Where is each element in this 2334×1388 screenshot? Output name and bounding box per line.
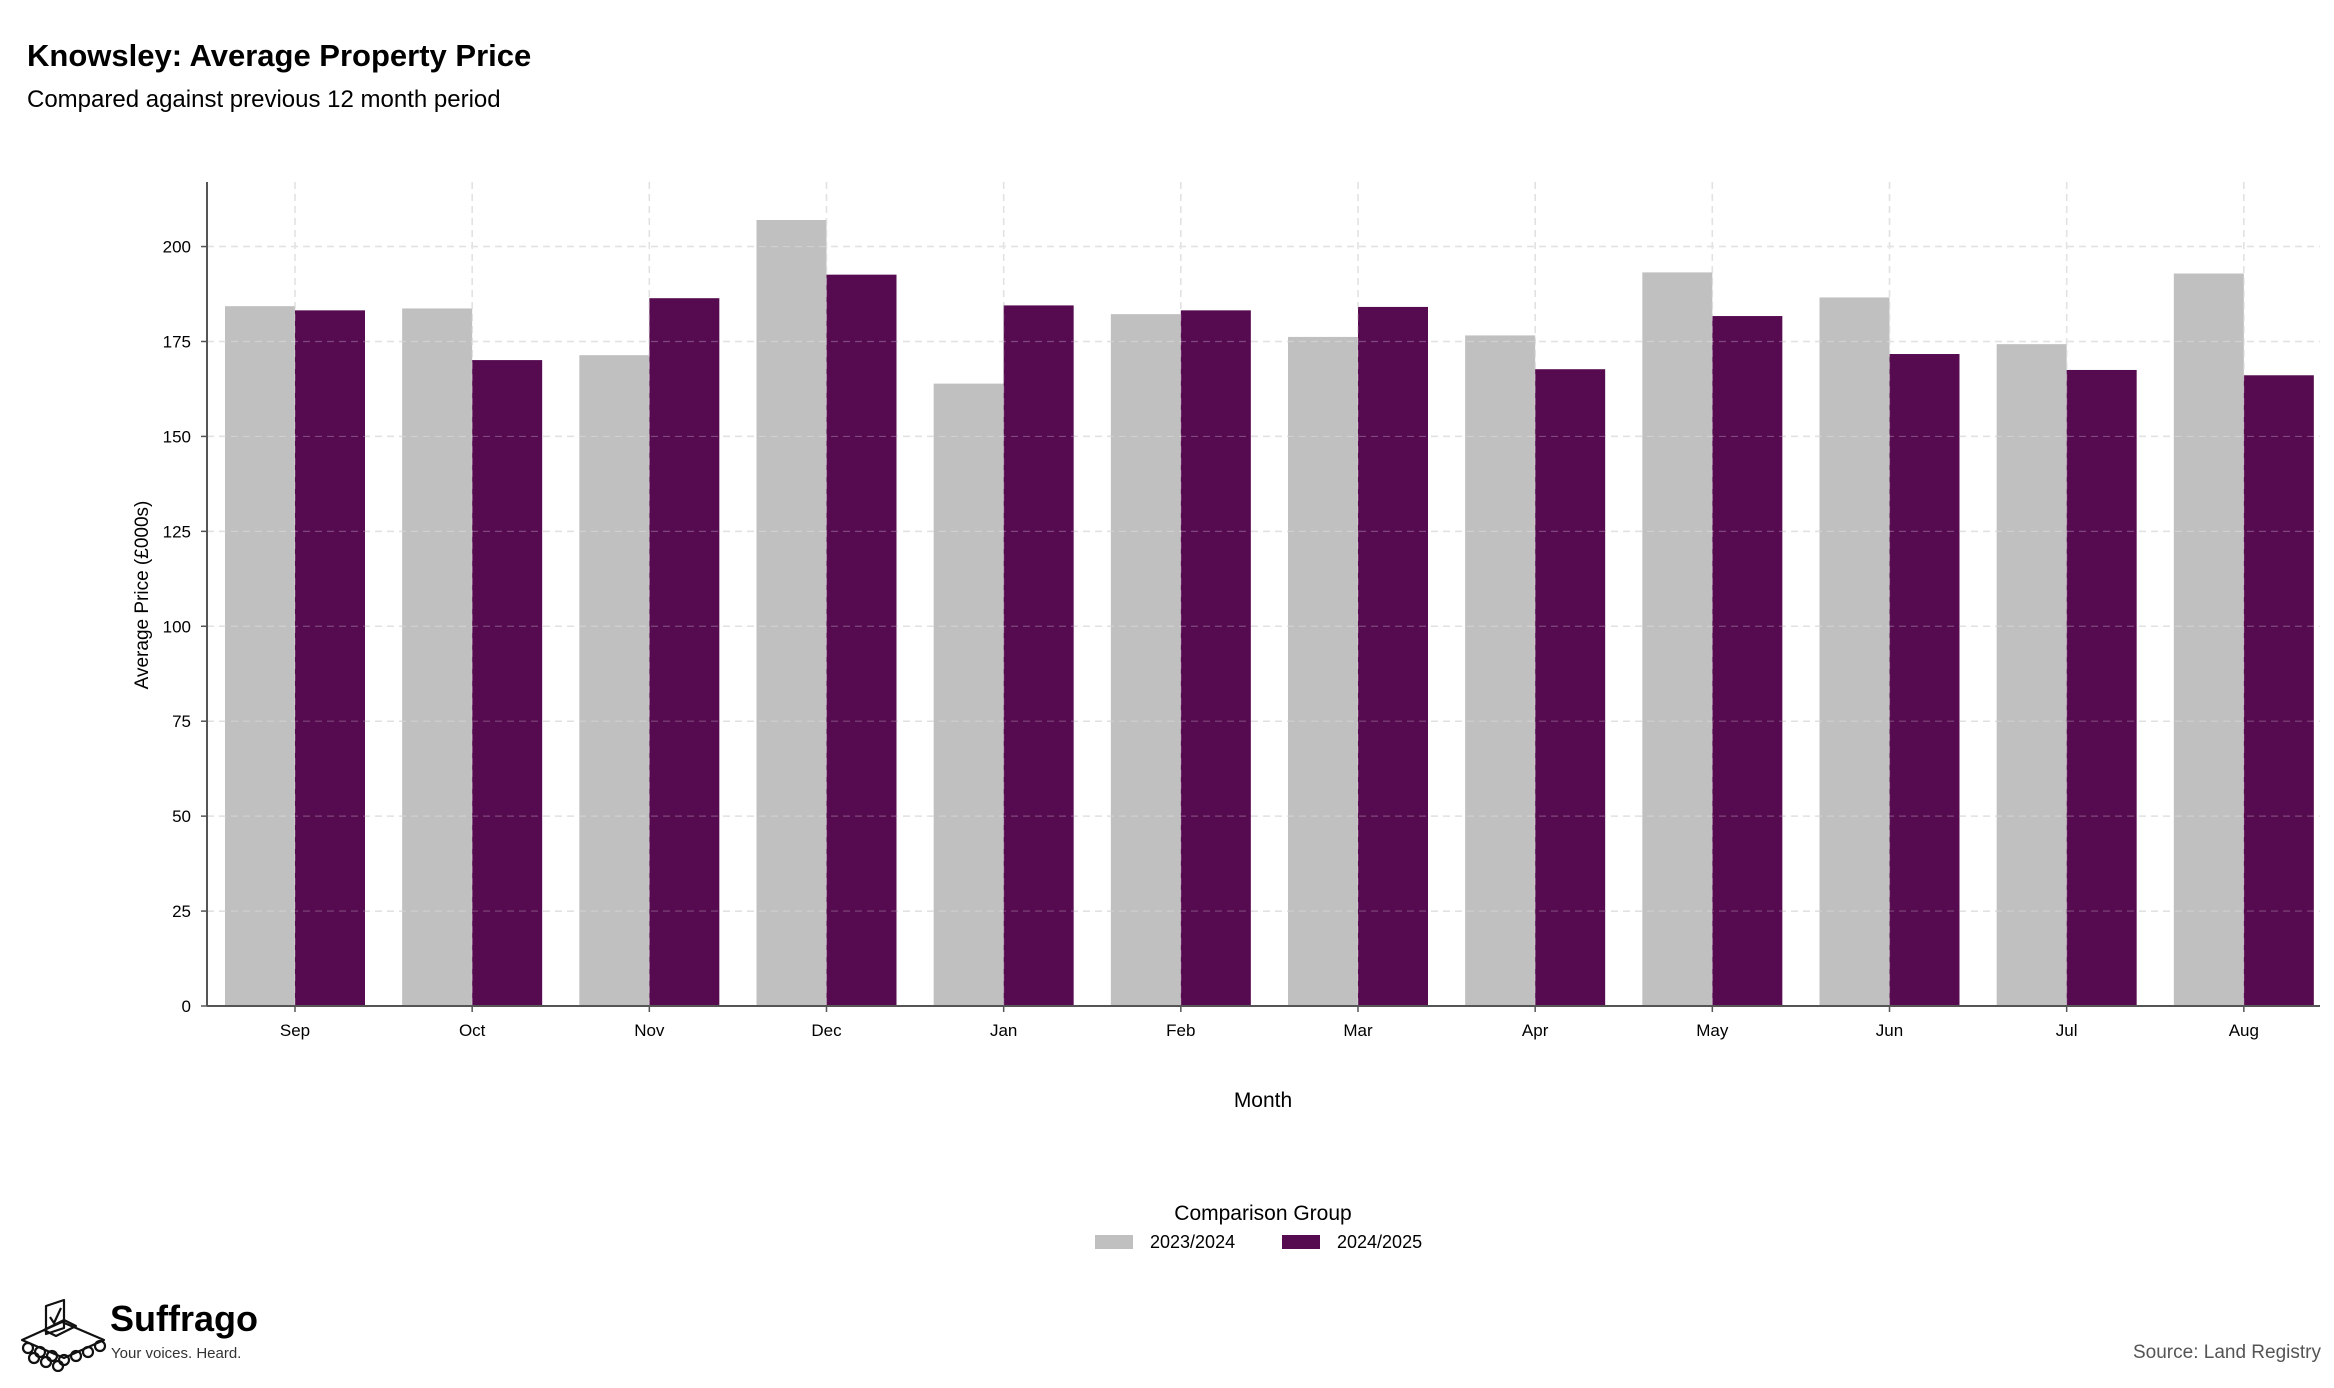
- bar-2024-2025-mar: [1358, 306, 1428, 1006]
- y-tick-label: 75: [172, 712, 191, 731]
- x-tick-label: Jan: [990, 1021, 1017, 1040]
- legend-swatch: [1282, 1235, 1320, 1249]
- x-tick-label: Apr: [1522, 1021, 1549, 1040]
- source-note: Source: Land Registry: [2133, 1342, 2321, 1363]
- y-tick-label: 50: [172, 807, 191, 826]
- x-tick-label: Sep: [280, 1021, 310, 1040]
- bar-2024-2025-nov: [649, 298, 720, 1006]
- x-tick-label: Dec: [811, 1021, 842, 1040]
- brand-tagline: Your voices. Heard.: [111, 1345, 242, 1362]
- brand-name: Suffrago: [110, 1298, 258, 1339]
- x-tick-label: Oct: [459, 1021, 486, 1040]
- x-tick-label: May: [1696, 1021, 1729, 1040]
- y-tick-label: 150: [163, 427, 191, 446]
- chart-title: Knowsley: Average Property Price: [27, 38, 532, 73]
- bar-2023-2024-aug: [2173, 273, 2244, 1006]
- bar-series: [207, 182, 2320, 1007]
- bar-2023-2024-may: [1642, 272, 1713, 1006]
- y-tick-label: 0: [182, 997, 191, 1016]
- x-tick-label: Aug: [2229, 1021, 2259, 1040]
- axes: 0 25 50 75 100 125 150 175 200 Sep Oct Nov Dec Jan Feb…: [132, 182, 2320, 1112]
- legend-label: 2024/2025: [1337, 1232, 1422, 1252]
- legend-swatch: [1095, 1235, 1133, 1249]
- chart-subtitle: Compared against previous 12 month perio…: [27, 86, 501, 113]
- legend: Comparison Group 2023/2024 2024/2025: [1095, 1202, 1422, 1252]
- bar-2024-2025-jan: [1003, 305, 1074, 1006]
- bar-2024-2025-aug: [2243, 375, 2314, 1006]
- legend-title: Comparison Group: [1174, 1202, 1351, 1225]
- y-tick-label: 125: [163, 522, 191, 541]
- bar-2024-2025-dec: [826, 274, 897, 1006]
- x-axis-title: Month: [1234, 1089, 1292, 1112]
- bar-2023-2024-jun: [1819, 297, 1890, 1007]
- y-axis-title: Average Price (£000s): [132, 501, 153, 690]
- bar-2023-2024-sep: [225, 306, 295, 1007]
- bar-2023-2024-apr: [1465, 335, 1536, 1006]
- x-tick-label: Jul: [2056, 1021, 2078, 1040]
- bar-2024-2025-sep: [295, 310, 365, 1006]
- x-tick-label: Mar: [1343, 1021, 1373, 1040]
- bar-2023-2024-oct: [402, 308, 473, 1006]
- ballot-box-icon: [20, 1298, 107, 1372]
- y-tick-label: 175: [163, 332, 191, 351]
- bar-2024-2025-feb: [1180, 310, 1251, 1006]
- bar-2024-2025-jul: [2066, 369, 2137, 1006]
- bar-2024-2025-jun: [1889, 354, 1960, 1006]
- x-tick-label: Feb: [1166, 1021, 1195, 1040]
- bar-2023-2024-dec: [756, 219, 827, 1006]
- x-tick-label: Jun: [1876, 1021, 1903, 1040]
- bar-2024-2025-oct: [472, 360, 543, 1006]
- bar-2023-2024-jan: [933, 383, 1004, 1006]
- bar-2023-2024-nov: [579, 355, 650, 1006]
- y-tick-label: 200: [163, 238, 191, 257]
- y-tick-label: 25: [172, 902, 191, 921]
- bar-2023-2024-jul: [1996, 344, 2067, 1006]
- x-tick-label: Nov: [634, 1021, 665, 1040]
- y-tick-label: 100: [163, 617, 191, 636]
- bar-2023-2024-mar: [1288, 336, 1358, 1006]
- bar-2023-2024-feb: [1110, 314, 1181, 1006]
- bar-2024-2025-may: [1712, 316, 1783, 1007]
- legend-label: 2023/2024: [1150, 1232, 1235, 1252]
- bar-2024-2025-apr: [1535, 369, 1606, 1006]
